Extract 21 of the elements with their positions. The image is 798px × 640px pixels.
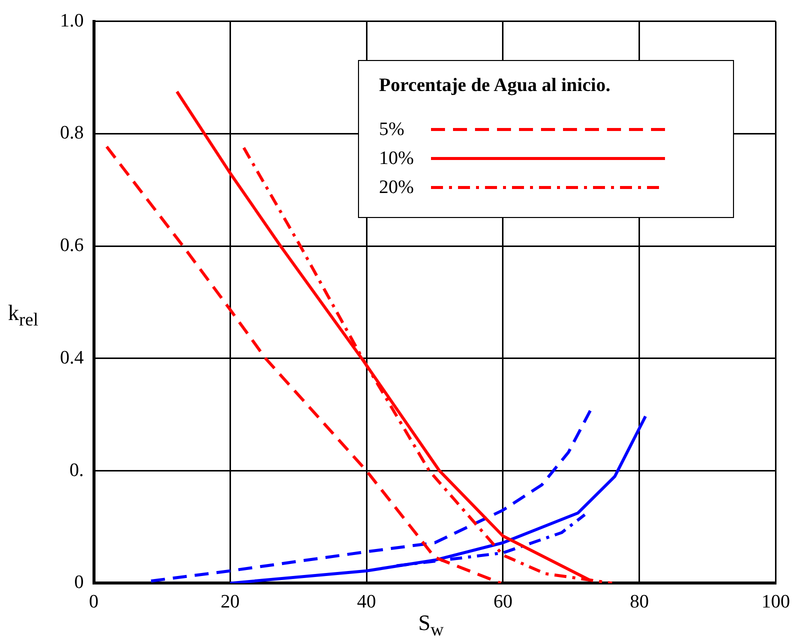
- line-series: [395, 513, 586, 568]
- x-tick-label: 20: [220, 592, 240, 613]
- y-tick-label: 0.: [70, 460, 84, 481]
- x-tick-label: 80: [630, 592, 649, 613]
- line-series: [150, 409, 592, 582]
- x-tick-label: 40: [357, 592, 376, 613]
- y-tick-label: 0: [74, 572, 84, 594]
- x-tick-label: 0: [89, 592, 98, 613]
- line-series: [105, 145, 502, 584]
- legend-label: 10%: [379, 148, 415, 170]
- x-axis-title: S$_{w}$: [418, 610, 444, 640]
- y-axis-title: k$_{rel}$: [8, 300, 38, 330]
- legend-label: 20%: [379, 176, 415, 198]
- y-tick-label: 0.8: [60, 122, 84, 144]
- legend-label: 5%: [379, 118, 406, 140]
- legend-title: Porcentaje de Agua al inicio.: [379, 75, 612, 97]
- y-tick-label: 0.4: [60, 347, 84, 368]
- y-tick-label: 0.6: [60, 235, 84, 256]
- y-tick-label: 1.0: [60, 10, 84, 32]
- x-tick-label: 60: [493, 592, 512, 613]
- x-tick-label: 100: [762, 592, 790, 613]
